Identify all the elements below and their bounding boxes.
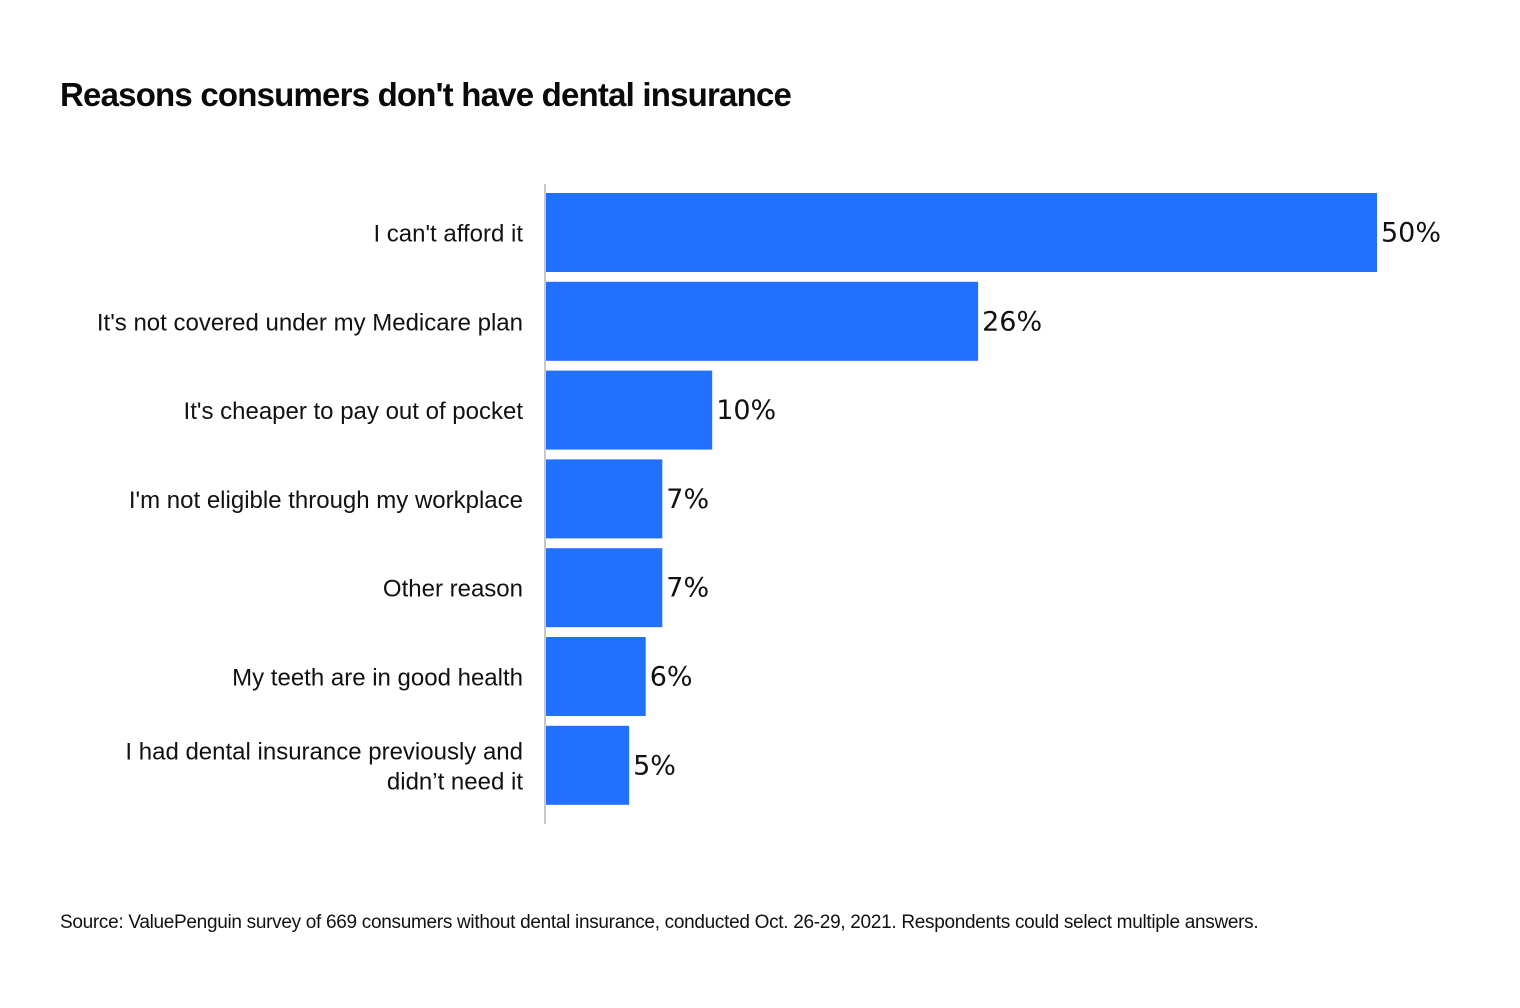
- category-label: It's not covered under my Medicare plan: [97, 309, 523, 336]
- bar-value-label: 5%: [633, 750, 676, 781]
- bar-value-label: 10%: [716, 395, 776, 426]
- category-label: didn’t need it: [387, 768, 523, 795]
- category-label: I had dental insurance previously and: [125, 738, 523, 765]
- source-note: Source: ValuePenguin survey of 669 consu…: [60, 912, 1259, 933]
- bar: [546, 193, 1377, 272]
- category-label: I'm not eligible through my workplace: [129, 487, 523, 514]
- bars-group: [546, 193, 1377, 805]
- value-labels-group: 50% 26% 10% 7% 7% 6% 5%: [633, 218, 1441, 782]
- category-label: It's cheaper to pay out of pocket: [184, 398, 524, 425]
- bar-value-label: 7%: [666, 573, 709, 604]
- bar: [546, 370, 713, 450]
- bar: [546, 637, 646, 716]
- category-label: My teeth are in good health: [232, 665, 523, 692]
- category-label: I can't afford it: [373, 221, 523, 248]
- bar: [546, 281, 979, 361]
- chart-title: Reasons consumers don't have dental insu…: [60, 76, 792, 113]
- bar-value-label: 6%: [650, 662, 693, 693]
- bar: [546, 725, 630, 805]
- bar-value-label: 7%: [666, 484, 709, 515]
- category-label: Other reason: [383, 576, 523, 603]
- bar: [546, 548, 663, 628]
- category-labels-group: I can't afford it It's not covered under …: [97, 221, 523, 796]
- bar-value-label: 26%: [982, 306, 1042, 337]
- bar: [546, 459, 663, 539]
- bar-value-label: 50%: [1381, 218, 1441, 249]
